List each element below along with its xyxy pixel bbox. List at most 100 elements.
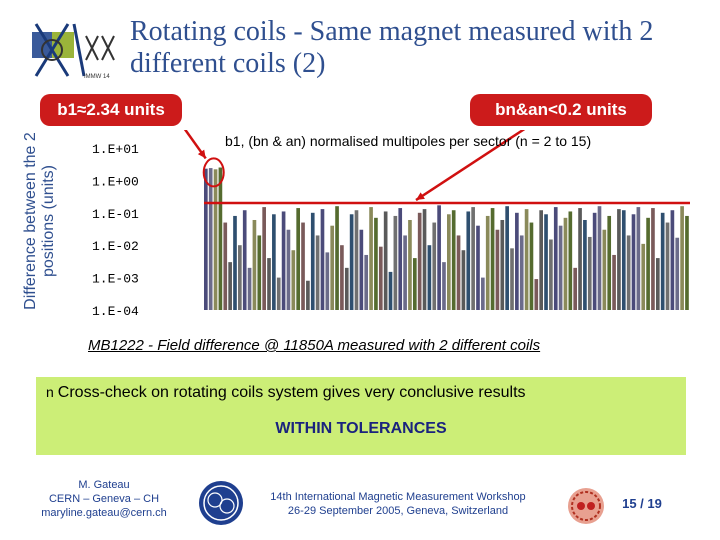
chart-bar [481, 277, 485, 310]
chart-bar [544, 214, 548, 310]
chart-bar [437, 205, 441, 310]
chart-bar [412, 258, 417, 310]
chart-bar [524, 209, 529, 310]
chart-bar [685, 215, 689, 310]
chart-bar [670, 210, 675, 310]
b1-arrow-head [197, 149, 206, 159]
chart-bar [359, 229, 364, 310]
bullet-text: Cross-check on rotating coils system giv… [57, 384, 526, 401]
chart-bar [344, 267, 349, 310]
chart-bar [510, 248, 514, 310]
chart-bar [587, 236, 592, 310]
chart-bar [636, 207, 641, 310]
chart-bar [301, 222, 305, 310]
conclusion-box [36, 377, 686, 455]
chart-bar [335, 206, 339, 310]
chart-bar [354, 210, 359, 310]
chart-bar [583, 219, 587, 310]
chart-bar [310, 212, 315, 310]
chart-bar [408, 219, 412, 310]
chart-bar [612, 254, 616, 310]
chart-y-axis-label: Difference between the 2 positions (unit… [22, 132, 57, 310]
chart-bar [242, 210, 247, 310]
chart-bar [267, 258, 271, 310]
workshop-name: 14th International Magnetic Measurement … [270, 491, 526, 503]
chart-bar [539, 210, 543, 310]
chart-bar [417, 212, 422, 310]
chart-bar [364, 254, 369, 310]
chart-bar [233, 215, 237, 310]
chart-bar [306, 280, 310, 310]
conclusion-text: WITHIN TOLERANCES [275, 420, 447, 437]
bn-arrow-head [416, 192, 425, 201]
chart-bar [291, 250, 296, 310]
chart-bar [631, 214, 636, 310]
chart-bar [442, 262, 446, 310]
chart-bar [553, 207, 558, 310]
chart-bar [340, 245, 344, 310]
chart-bar [272, 214, 276, 310]
bullet-marker: n [46, 384, 54, 400]
chart-bar [505, 206, 509, 310]
chart-bar [403, 235, 407, 310]
callout-b1: b1≈2.34 units [40, 94, 182, 126]
bn-arrow [415, 130, 526, 202]
immw-logo: IMMW 14 [32, 23, 115, 80]
chart-bar [490, 208, 495, 310]
chart-bar [218, 167, 223, 310]
chart-bar [213, 169, 218, 310]
chart-bar [466, 211, 471, 310]
callout-bn: bn&an<0.2 units [470, 94, 652, 126]
chart-bar [461, 250, 466, 310]
author-name: M. Gateau [78, 479, 130, 491]
chart-bar [330, 225, 335, 310]
chart-bar [398, 208, 403, 310]
chart-bar [558, 225, 563, 310]
chart-bar [223, 222, 228, 310]
chart-bar [519, 235, 524, 310]
chart-bar [573, 267, 578, 310]
author-email: maryline.gateau@cern.ch [41, 507, 167, 519]
chart-bar [495, 229, 500, 310]
page-number: 15 / 19 [622, 496, 662, 511]
bullet-item: n Cross-check on rotating coils system gi… [46, 384, 526, 402]
chart-bar [208, 168, 213, 310]
chart-bar [485, 215, 490, 310]
chart-bar [549, 239, 553, 310]
chart-bar [529, 222, 534, 310]
magnet-cross-section-icon [568, 488, 604, 524]
chart-bar [393, 215, 398, 310]
cern-logo-icon [199, 481, 243, 525]
y-tick-label: 1.E-04 [92, 304, 139, 319]
chart-bar [597, 206, 602, 310]
chart-bar [252, 219, 257, 310]
chart-bar [675, 237, 680, 310]
chart-bar [432, 222, 437, 310]
chart-bar [388, 271, 393, 310]
chart-bar [204, 168, 208, 310]
workshop-dates: 26-29 September 2005, Geneva, Switzerlan… [287, 505, 509, 517]
chart-bar [257, 235, 262, 310]
author-affiliation: CERN – Geneva – CH [48, 493, 160, 505]
chart-bar [281, 211, 286, 310]
y-tick-label: 1.E-03 [92, 272, 139, 287]
chart-bar [378, 246, 383, 310]
chart-bar [563, 217, 568, 310]
y-tick-label: 1.E-02 [92, 239, 139, 254]
chart-bar [320, 209, 325, 310]
chart-title: b1, (bn & an) normalised multipoles per … [225, 133, 592, 149]
chart-bar [296, 208, 300, 310]
chart-bar [451, 210, 456, 310]
chart-bar [592, 212, 597, 310]
chart-bar [607, 215, 612, 310]
workshop-info: 14th International Magnetic Measurement … [250, 490, 546, 518]
chart-bar [476, 225, 480, 310]
chart-bar [651, 208, 655, 310]
multipole-chart: 1.E+01 1.E+00 1.E-01 1.E-02 1.E-03 1.E-04 [92, 130, 690, 319]
chart-bar [626, 235, 631, 310]
slide-title: Rotating coils - Same magnet measured wi… [130, 16, 654, 79]
chart-bar [228, 262, 232, 310]
chart-bar [665, 222, 670, 310]
chart-bar [471, 207, 475, 310]
b1-highlight-ellipse [202, 157, 225, 188]
